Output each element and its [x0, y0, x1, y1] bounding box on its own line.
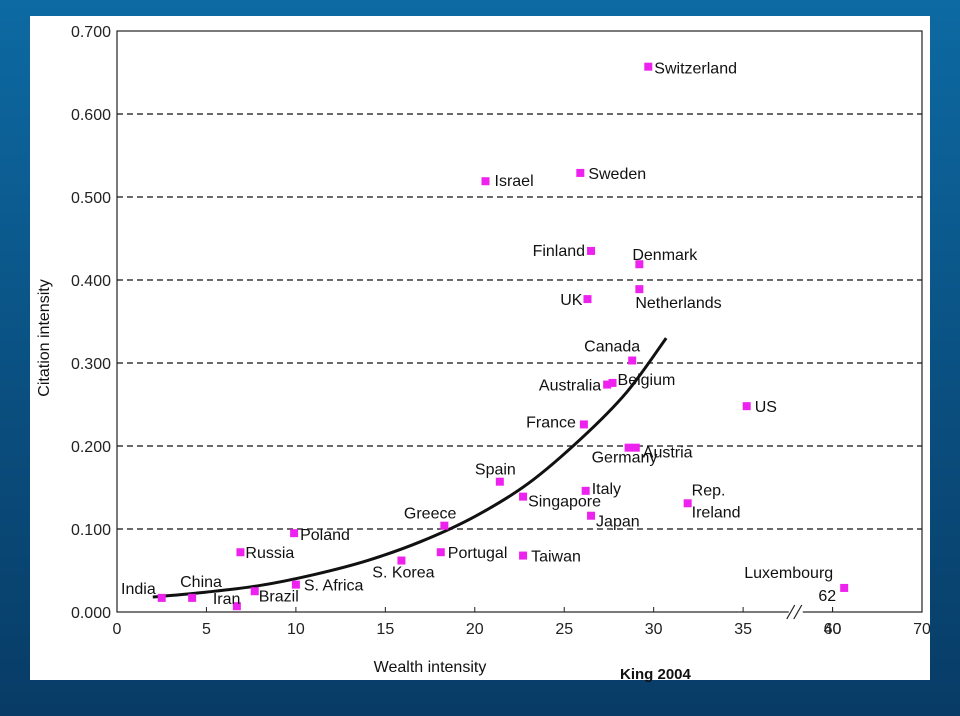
- x-axis-label: Wealth intensity: [374, 659, 487, 676]
- axis-break-gap: [788, 604, 803, 620]
- x-tick-label: 10: [287, 621, 305, 638]
- axis-break-mark: [793, 604, 803, 620]
- y-tick-label: 0.700: [71, 24, 111, 41]
- point-italy: [581, 486, 590, 495]
- plot-frame: [116, 30, 923, 613]
- point-uk: [583, 295, 592, 304]
- point-rep-ireland: [683, 499, 692, 508]
- y-tick-label: 0.100: [71, 522, 111, 539]
- point-india: [157, 593, 166, 602]
- y-tick-label: 0.000: [71, 605, 111, 622]
- point-poland: [290, 529, 299, 538]
- point-label-singapore: Singapore: [528, 494, 601, 511]
- point-s-korea: [397, 556, 406, 565]
- point-label-france: France: [526, 414, 576, 431]
- x-tick-label: 20: [466, 621, 484, 638]
- gridlines: [117, 113, 922, 530]
- point-label-australia: Australia: [539, 378, 601, 395]
- chart-panel: 0.000 0.100 0.200 0.300 0.400 0.500 0.600 0.700…: [30, 16, 930, 683]
- point-label-china: China: [180, 574, 222, 591]
- point-label-spain: Spain: [475, 462, 516, 479]
- point-label-iran: Iran: [213, 591, 241, 608]
- x-tick-label: 35: [734, 621, 752, 638]
- point-label-japan: Japan: [596, 514, 640, 531]
- point-germany: [624, 443, 633, 452]
- y-tick-label: 0.500: [71, 190, 111, 207]
- point-iran: [232, 602, 241, 611]
- point-s-africa: [291, 580, 300, 589]
- y-axis-label: Citation intensity: [36, 279, 53, 396]
- point-label-poland: Poland: [300, 527, 350, 544]
- point-label-russia: Russia: [245, 545, 294, 562]
- point-israel: [481, 177, 490, 186]
- point-label-s-africa: S. Africa: [304, 578, 364, 595]
- x-tick-label: 60: [824, 621, 842, 638]
- point-label-finland: Finland: [533, 243, 585, 260]
- point-label-rep-ireland: Rep.: [692, 482, 726, 499]
- point-denmark: [635, 260, 644, 269]
- point-finland: [587, 246, 596, 255]
- point-label-belgium: Belgium: [618, 372, 676, 389]
- point-us: [742, 402, 751, 411]
- x-tick-label: 30: [645, 621, 663, 638]
- x-tick-label: 40: [824, 621, 842, 638]
- point-australia: [603, 380, 612, 389]
- point-label-s-korea: S. Korea: [372, 565, 434, 582]
- point-brazil: [250, 587, 259, 596]
- point-label-portugal: Portugal: [448, 545, 508, 562]
- point-label-luxembourg-62: Luxembourg: [744, 565, 833, 582]
- point-label-greece: Greece: [404, 506, 457, 523]
- point-portugal: [436, 548, 445, 557]
- point-france: [579, 420, 588, 429]
- point-greece: [440, 521, 449, 530]
- point-switzerland: [644, 62, 653, 71]
- x-tick-label: 25: [555, 621, 573, 638]
- point-spain: [495, 477, 504, 486]
- point-label-india: India: [121, 581, 156, 598]
- y-tick-label: 0.600: [71, 107, 111, 124]
- point-label-luxembourg-62-value: 62: [818, 588, 836, 605]
- source-citation: King 2004: [620, 666, 691, 683]
- point-label-denmark: Denmark: [632, 247, 698, 264]
- point-singapore: [519, 492, 528, 501]
- point-label-austria: Austria: [643, 445, 693, 462]
- x-tick-label: 5: [202, 621, 211, 638]
- data-points: Switzerland Israel Sweden Finland Denmark UK N…: [121, 61, 849, 611]
- trend-curve: [152, 337, 668, 599]
- point-netherlands: [635, 285, 644, 294]
- point-label-germany: Germany: [592, 450, 658, 467]
- x-tick-label: 0: [113, 621, 122, 638]
- scatter-chart: 0.000 0.100 0.200 0.300 0.400 0.500 0.600 0.700…: [36, 24, 930, 676]
- y-tick-label: 0.200: [71, 439, 111, 456]
- point-luxembourg-62: [840, 583, 849, 592]
- point-canada: [628, 356, 637, 365]
- point-label-switzerland: Switzerland: [654, 61, 737, 78]
- point-sweden: [576, 168, 585, 177]
- point-taiwan: [519, 551, 528, 560]
- y-tick-label: 0.300: [71, 356, 111, 373]
- point-russia: [236, 548, 245, 557]
- point-label-brazil: Brazil: [259, 588, 299, 605]
- point-label-rep-ireland-cont: Ireland: [692, 504, 741, 521]
- point-label-israel: Israel: [495, 173, 534, 190]
- axis-break-mark: [786, 604, 796, 620]
- point-belgium: [608, 378, 617, 387]
- point-label-taiwan: Taiwan: [531, 549, 581, 566]
- point-label-sweden: Sweden: [588, 166, 646, 183]
- x-tick-label: 15: [376, 621, 394, 638]
- x-tick-label: 70: [913, 621, 930, 638]
- axes: 0.000 0.100 0.200 0.300 0.400 0.500 0.600 0.700…: [71, 24, 930, 638]
- trend-line: [152, 337, 668, 599]
- point-japan: [587, 511, 596, 520]
- point-label-uk: UK: [560, 292, 583, 309]
- point-china: [188, 593, 197, 602]
- y-tick-label: 0.400: [71, 273, 111, 290]
- point-label-us: US: [755, 399, 777, 416]
- point-label-netherlands: Netherlands: [635, 295, 721, 312]
- point-label-italy: Italy: [592, 481, 621, 498]
- point-label-canada: Canada: [584, 339, 640, 356]
- point-austria: [631, 443, 640, 452]
